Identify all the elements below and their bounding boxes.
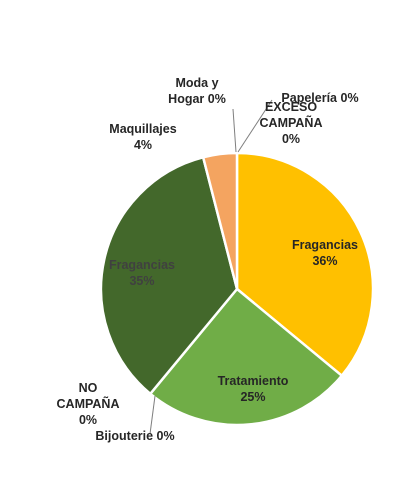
leader-line xyxy=(232,108,237,153)
data-label: Maquillajes 4% xyxy=(109,122,176,152)
pie-slice-fragancias xyxy=(99,155,239,396)
data-label: Papelería 0% xyxy=(281,91,358,105)
pie-slice-tratamiento xyxy=(148,287,344,427)
data-labels: Fragancias 36% Tratamiento 25% Bijouterie 0%… xyxy=(57,76,359,443)
data-label: Tratamiento 25% xyxy=(218,374,289,404)
data-label: Moda y Hogar 0% xyxy=(168,76,226,106)
leader-lines xyxy=(149,99,273,435)
data-label: Fragancias 36% xyxy=(292,238,358,268)
data-label: Fragancias 35% xyxy=(109,258,175,288)
pie-slice-maquillajes xyxy=(201,151,239,290)
pie-slice-fragancias xyxy=(235,151,375,378)
leader-line xyxy=(149,395,156,435)
pie-slices xyxy=(99,151,375,427)
data-label: EXCESO CAMPAÑA 0% xyxy=(260,100,323,146)
leader-line xyxy=(237,99,273,153)
data-label: NO CAMPAÑA 0% xyxy=(57,381,120,427)
data-label: Bijouterie 0% xyxy=(95,429,174,443)
